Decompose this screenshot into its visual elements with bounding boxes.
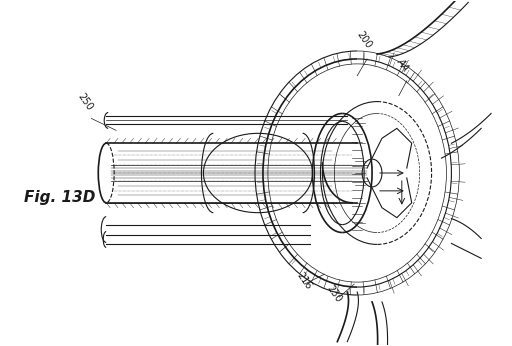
Text: Fig. 13D: Fig. 13D: [24, 190, 95, 205]
Text: 250: 250: [75, 91, 94, 112]
Text: AA: AA: [395, 56, 411, 73]
Text: 216: 216: [295, 270, 313, 291]
Text: 230: 230: [325, 283, 343, 304]
Text: 200: 200: [354, 29, 373, 50]
